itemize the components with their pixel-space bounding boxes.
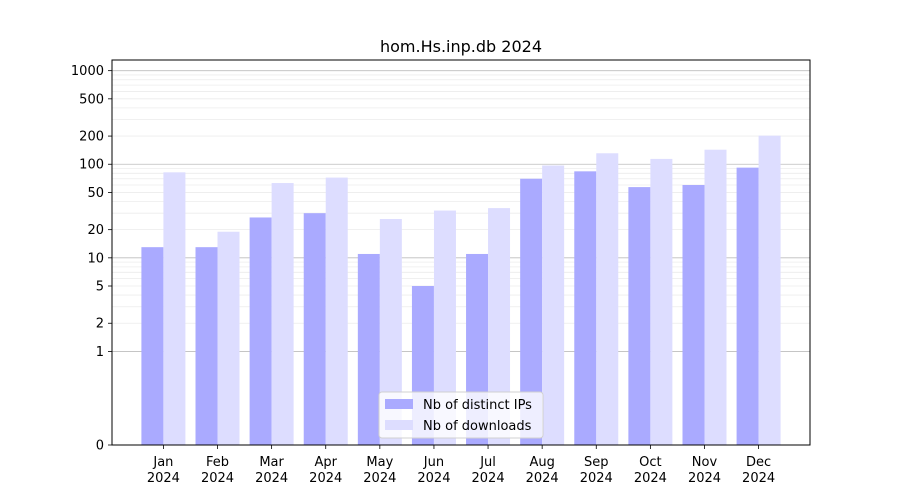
x-tick-label-month: Feb [206, 455, 229, 470]
x-tick-label-year: 2024 [472, 471, 505, 486]
bar-distinct-ips-dec [736, 167, 759, 445]
y-tick-label: 50 [87, 186, 104, 201]
x-tick-label-year: 2024 [634, 471, 667, 486]
x-tick-label-year: 2024 [309, 471, 342, 486]
x-tick-label-year: 2024 [688, 471, 721, 486]
bar-downloads-jan [163, 172, 186, 446]
y-tick-label: 0 [96, 439, 104, 454]
bar-distinct-ips-may [357, 253, 380, 445]
x-tick-label-year: 2024 [201, 471, 234, 486]
y-tick-label: 200 [79, 130, 104, 145]
y-tick-label: 500 [79, 92, 104, 107]
y-tick-label: 1000 [71, 64, 104, 79]
x-tick-label-month: Jun [423, 455, 444, 470]
y-tick-label: 10 [87, 251, 104, 266]
bar-downloads-dec [758, 135, 781, 445]
x-tick-label-month: Nov [692, 455, 718, 470]
legend-label: Nb of downloads [423, 419, 532, 434]
bar-distinct-ips-nov [682, 185, 705, 445]
x-tick-label-month: Sep [584, 455, 609, 470]
bar-downloads-jul [488, 208, 511, 445]
bar-downloads-jun [433, 210, 456, 445]
legend-swatch [385, 420, 413, 430]
y-tick-label: 20 [87, 223, 104, 238]
x-tick-label-month: Jan [152, 455, 173, 470]
bar-distinct-ips-oct [628, 187, 651, 445]
bar-distinct-ips-sep [574, 171, 597, 445]
bar-distinct-ips-aug [520, 178, 543, 446]
bar-distinct-ips-jan [141, 247, 164, 445]
x-tick-label-year: 2024 [147, 471, 180, 486]
bar-downloads-may [379, 218, 402, 445]
axes: Jan2024Feb2024Mar2024Apr2024May2024Jun20… [71, 59, 811, 486]
bar-downloads-aug [542, 165, 565, 446]
x-tick-label-year: 2024 [417, 471, 450, 486]
y-tick-label: 2 [96, 317, 104, 332]
bar-downloads-sep [596, 153, 619, 445]
bar-downloads-mar [271, 183, 294, 446]
x-tick-label-year: 2024 [363, 471, 396, 486]
y-tick-label: 5 [96, 280, 104, 295]
plot-frame [111, 59, 811, 446]
y-tick-label: 100 [79, 158, 104, 173]
bar-downloads-oct [650, 158, 673, 446]
bars [141, 135, 781, 446]
bar-downloads-nov [704, 149, 727, 445]
bar-distinct-ips-mar [249, 217, 272, 445]
x-tick-label-year: 2024 [526, 471, 559, 486]
bar-distinct-ips-apr [303, 213, 326, 445]
x-tick-label-year: 2024 [255, 471, 288, 486]
x-tick-label-month: Apr [314, 455, 337, 470]
x-tick-label-month: Oct [639, 455, 661, 470]
bar-distinct-ips-feb [195, 247, 218, 445]
bar-downloads-apr [325, 177, 348, 446]
legend-swatch [385, 399, 413, 409]
x-tick-label-month: Jul [479, 455, 496, 470]
x-tick-label-month: May [366, 455, 393, 470]
x-tick-label-month: Dec [746, 455, 771, 470]
x-tick-label-year: 2024 [580, 471, 613, 486]
x-tick-label-year: 2024 [742, 471, 775, 486]
legend-box [378, 391, 544, 439]
x-tick-label-month: Aug [529, 455, 554, 470]
x-tick-label-month: Mar [259, 455, 284, 470]
legend-label: Nb of distinct IPs [423, 398, 532, 413]
y-tick-label: 1 [96, 345, 104, 360]
legend: Nb of distinct IPs Nb of downloads [378, 391, 544, 439]
bar-downloads-feb [217, 231, 240, 445]
chart-title: hom.Hs.inp.db 2024 [380, 37, 542, 56]
